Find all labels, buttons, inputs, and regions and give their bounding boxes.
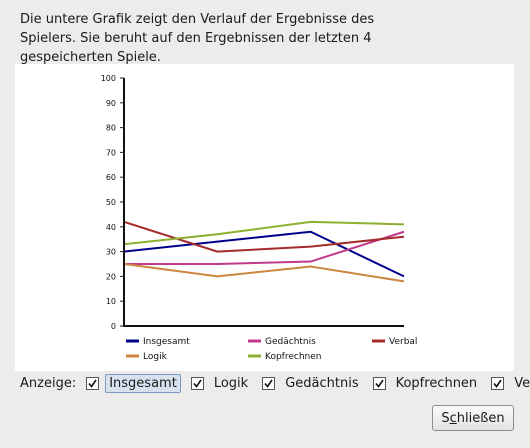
chart-panel: 0 10 20 30 40 50 60 70 80 90 100 Insgesamt Gedächtni… bbox=[15, 64, 514, 371]
y-tick-label: 70 bbox=[106, 148, 116, 157]
close-button-mnemonic: c bbox=[449, 410, 457, 426]
close-button-label-start: S bbox=[441, 410, 450, 426]
legend-label: Kopfrechnen bbox=[265, 352, 321, 362]
checkbox-kopfrechnen[interactable]: Kopfrechnen bbox=[372, 374, 482, 393]
y-tick-label: 40 bbox=[106, 223, 116, 232]
results-line-chart: 0 10 20 30 40 50 60 70 80 90 100 Insgesamt Gedächtni… bbox=[101, 74, 418, 362]
legend-label: Gedächtnis bbox=[265, 337, 316, 347]
y-tick-label: 80 bbox=[106, 124, 116, 133]
checkbox-box[interactable] bbox=[86, 376, 100, 390]
y-tick-label: 20 bbox=[106, 272, 116, 281]
checkmark-icon bbox=[264, 379, 273, 388]
y-tick-label: 50 bbox=[106, 198, 116, 207]
checkbox-box[interactable] bbox=[190, 376, 204, 390]
description-text: Die untere Grafik zeigt den Verlauf der … bbox=[20, 12, 375, 65]
series-line-gedächtnis bbox=[124, 230, 405, 265]
checkbox-box[interactable] bbox=[491, 376, 505, 390]
legend-label: Logik bbox=[143, 352, 168, 362]
display-controls: Anzeige: Insgesamt Logik Gedächtnis Kopfrec… bbox=[20, 373, 530, 393]
series-line-logik bbox=[123, 263, 405, 283]
checkbox-ged-chtnis[interactable]: Gedächtnis bbox=[262, 374, 362, 393]
y-tick-label: 90 bbox=[106, 99, 116, 108]
checkmark-icon bbox=[374, 379, 384, 388]
checkmark-icon bbox=[493, 379, 502, 388]
series-line-kopfrechnen bbox=[123, 220, 405, 246]
checkbox-label: Gedächtnis bbox=[285, 375, 359, 391]
series-line-verbal bbox=[123, 220, 405, 253]
y-tick-label: 100 bbox=[101, 74, 116, 83]
checkbox-label: Insgesamt bbox=[105, 373, 181, 393]
checkbox-label: Verbal bbox=[514, 375, 530, 391]
legend-label: Insgesamt bbox=[143, 337, 190, 347]
checkmark-icon bbox=[193, 379, 202, 388]
y-tick-label: 30 bbox=[106, 248, 116, 257]
close-button-label-end: hließen bbox=[456, 410, 505, 426]
series-line-insgesamt bbox=[123, 230, 405, 278]
y-tick-label: 0 bbox=[111, 322, 116, 331]
display-label: Anzeige: bbox=[20, 375, 77, 391]
checkbox-box[interactable] bbox=[372, 376, 386, 390]
checkbox-group: Insgesamt Logik Gedächtnis Kopfrechnen Verba… bbox=[86, 373, 530, 393]
checkbox-logik[interactable]: Logik bbox=[190, 374, 252, 393]
checkbox-label: Kopfrechnen bbox=[395, 375, 478, 391]
checkbox-insgesamt[interactable]: Insgesamt bbox=[86, 373, 181, 393]
checkbox-label: Logik bbox=[213, 375, 249, 391]
legend-label: Verbal bbox=[389, 337, 417, 347]
checkbox-verbal[interactable]: Verbal bbox=[491, 374, 530, 393]
y-tick-label: 60 bbox=[106, 173, 116, 182]
checkbox-box[interactable] bbox=[262, 376, 276, 390]
y-tick-label: 10 bbox=[106, 297, 116, 306]
checkmark-icon bbox=[88, 379, 97, 388]
